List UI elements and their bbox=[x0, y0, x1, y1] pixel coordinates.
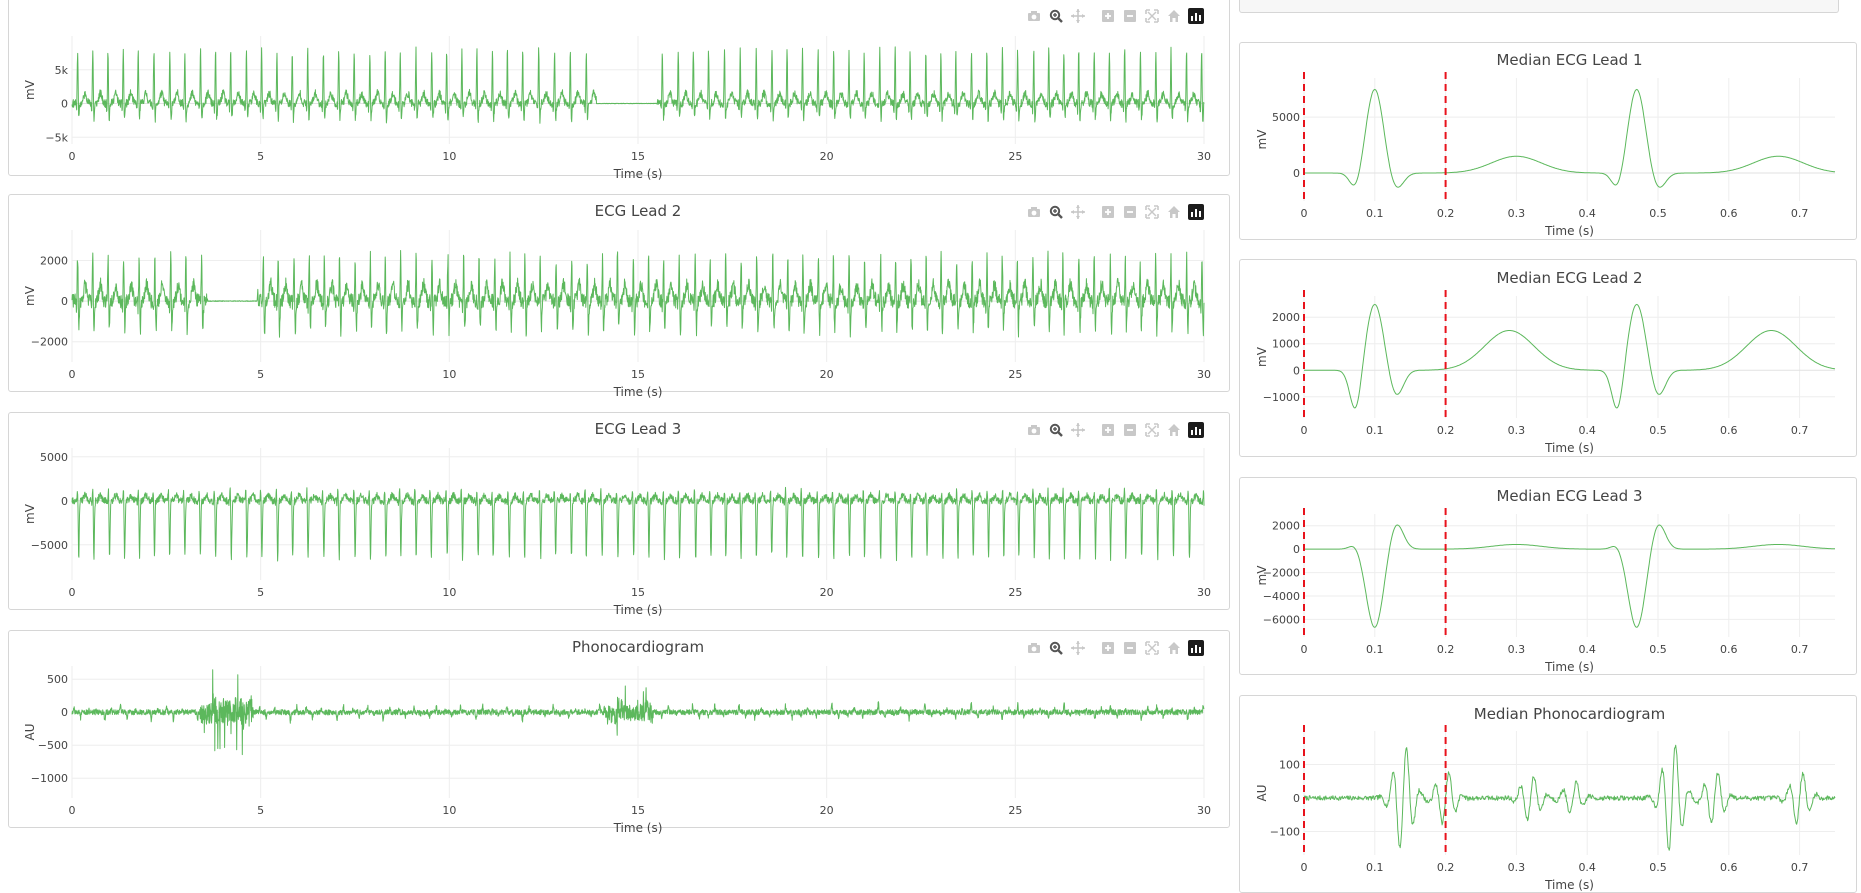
camera-icon[interactable] bbox=[1026, 422, 1042, 438]
chart-panel-ecg1 bbox=[8, 0, 1230, 176]
zoom-in-icon[interactable] bbox=[1100, 422, 1116, 438]
camera-icon[interactable] bbox=[1026, 640, 1042, 656]
reset-axes-icon[interactable] bbox=[1166, 422, 1182, 438]
modebar bbox=[1026, 640, 1204, 656]
autoscale-icon[interactable] bbox=[1144, 640, 1160, 656]
camera-icon[interactable] bbox=[1026, 8, 1042, 24]
pan-icon[interactable] bbox=[1070, 640, 1086, 656]
zoom-in-icon[interactable] bbox=[1100, 8, 1116, 24]
reset-axes-icon[interactable] bbox=[1166, 204, 1182, 220]
reset-axes-icon[interactable] bbox=[1166, 8, 1182, 24]
zoom-out-icon[interactable] bbox=[1122, 204, 1138, 220]
pan-icon[interactable] bbox=[1070, 204, 1086, 220]
camera-icon[interactable] bbox=[1026, 204, 1042, 220]
autoscale-icon[interactable] bbox=[1144, 8, 1160, 24]
zoom-icon[interactable] bbox=[1048, 422, 1064, 438]
zoom-out-icon[interactable] bbox=[1122, 422, 1138, 438]
zoom-icon[interactable] bbox=[1048, 8, 1064, 24]
autoscale-icon[interactable] bbox=[1144, 204, 1160, 220]
zoom-in-icon[interactable] bbox=[1100, 204, 1116, 220]
chart-panel-ecg3 bbox=[8, 412, 1230, 610]
modebar bbox=[1026, 422, 1204, 438]
chart-panel-pcg bbox=[8, 630, 1230, 828]
chart-panel-ecg2 bbox=[8, 194, 1230, 392]
pan-icon[interactable] bbox=[1070, 422, 1086, 438]
zoom-out-icon[interactable] bbox=[1122, 8, 1138, 24]
chart-panel-m2 bbox=[1239, 259, 1857, 457]
zoom-icon[interactable] bbox=[1048, 204, 1064, 220]
plotly-logo-icon[interactable] bbox=[1188, 640, 1204, 656]
zoom-icon[interactable] bbox=[1048, 640, 1064, 656]
plotly-logo-icon[interactable] bbox=[1188, 422, 1204, 438]
pan-icon[interactable] bbox=[1070, 8, 1086, 24]
chart-panel-m1 bbox=[1239, 42, 1857, 240]
plotly-logo-icon[interactable] bbox=[1188, 204, 1204, 220]
top-right-box bbox=[1239, 0, 1839, 13]
zoom-out-icon[interactable] bbox=[1122, 640, 1138, 656]
chart-panel-mp bbox=[1239, 695, 1857, 893]
plotly-logo-icon[interactable] bbox=[1188, 8, 1204, 24]
zoom-in-icon[interactable] bbox=[1100, 640, 1116, 656]
reset-axes-icon[interactable] bbox=[1166, 640, 1182, 656]
autoscale-icon[interactable] bbox=[1144, 422, 1160, 438]
modebar bbox=[1026, 204, 1204, 220]
modebar bbox=[1026, 8, 1204, 24]
chart-panel-m3 bbox=[1239, 477, 1857, 675]
